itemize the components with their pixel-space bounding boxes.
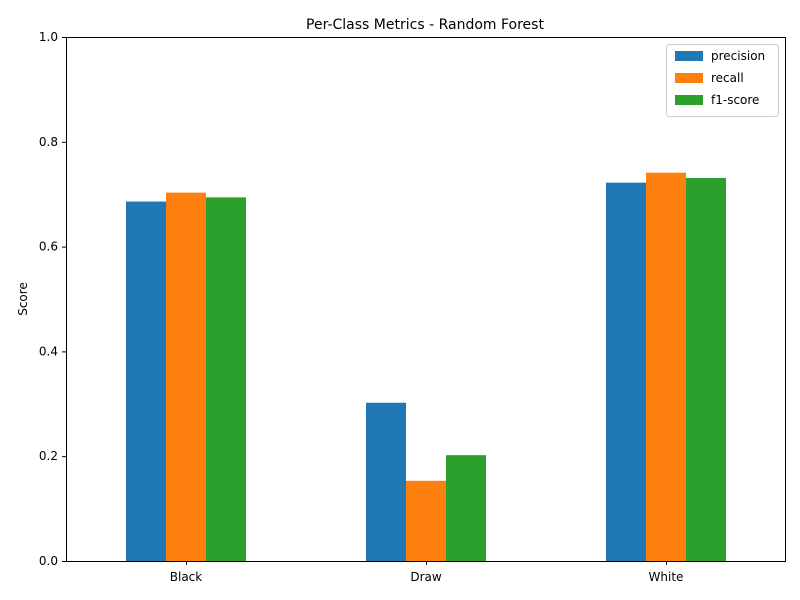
legend: precision recall f1-score	[666, 44, 779, 117]
x-tick-label-black: Black	[170, 570, 203, 584]
legend-label-precision: precision	[711, 49, 765, 63]
bars-group	[126, 172, 726, 562]
legend-label-recall: recall	[711, 71, 744, 85]
y-axis-label: Score	[16, 282, 30, 316]
x-axis-ticks: Black Draw White	[170, 561, 684, 584]
bar-f1-score-draw	[446, 455, 486, 561]
y-tick-label: 0.2	[39, 449, 58, 463]
plot-frame	[66, 37, 786, 562]
bar-recall-draw	[406, 480, 446, 561]
legend-swatch-precision	[675, 51, 703, 61]
bar-precision-draw	[366, 402, 406, 561]
legend-swatch-recall	[675, 73, 703, 83]
y-tick-label: 1.0	[39, 30, 58, 44]
legend-label-f1-score: f1-score	[711, 93, 759, 107]
x-tick-label-white: White	[649, 570, 684, 584]
y-tick-label: 0.6	[39, 240, 58, 254]
bar-f1-score-white	[686, 177, 726, 561]
y-tick-label: 0.0	[39, 554, 58, 568]
x-tick-label-draw: Draw	[410, 570, 442, 584]
bar-precision-black	[126, 201, 166, 561]
y-tick-label: 0.8	[39, 135, 58, 149]
bar-f1-score-black	[206, 197, 246, 561]
bar-recall-white	[646, 172, 686, 561]
chart-title: Per-Class Metrics - Random Forest	[306, 17, 544, 33]
y-tick-label: 0.4	[39, 344, 58, 358]
legend-swatch-f1-score	[675, 95, 703, 105]
bar-precision-white	[606, 182, 646, 561]
bar-recall-black	[166, 192, 206, 562]
y-axis-ticks: 0.0 0.2 0.4 0.6 0.8 1.0	[39, 30, 66, 568]
